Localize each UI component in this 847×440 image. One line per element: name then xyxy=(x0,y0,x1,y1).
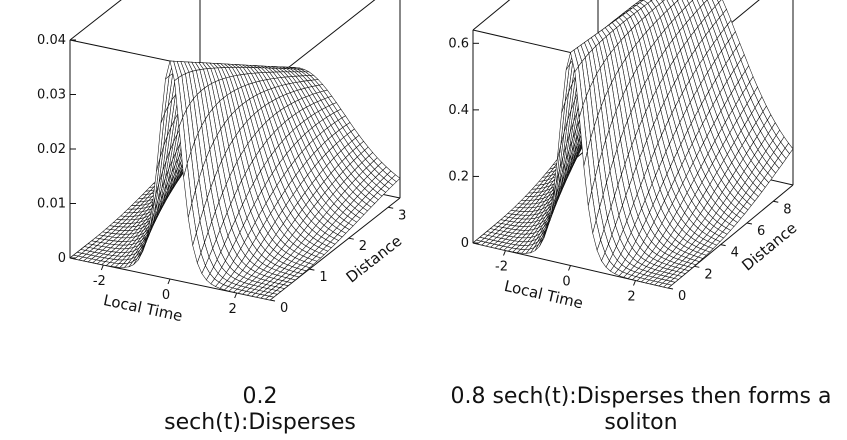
z-tick-label: 0.01 xyxy=(37,197,66,212)
y-tick-label: 2 xyxy=(359,239,367,254)
y-tick-label: 8 xyxy=(783,202,791,217)
z-tick-label: 0 xyxy=(58,251,66,266)
z-tick-label: 0 xyxy=(461,236,469,251)
x-tick-label: 2 xyxy=(627,290,635,305)
y-tick-label: 1 xyxy=(319,270,327,285)
z-tick-label: 0.04 xyxy=(37,33,66,48)
x-tick-label: 2 xyxy=(229,302,237,317)
y-tick-label: 0 xyxy=(280,301,288,316)
z-tick-label: 0.2 xyxy=(448,169,469,184)
x-axis-label: Local Time xyxy=(502,277,584,313)
x-tick-label: -2 xyxy=(495,260,508,275)
z-tick-label: 0.02 xyxy=(37,142,66,157)
x-tick-label: -2 xyxy=(93,274,106,289)
z-tick-label: 0.03 xyxy=(37,88,66,103)
x-tick-label: 0 xyxy=(562,275,570,290)
surface-mesh xyxy=(69,60,401,301)
y-tick-label: 2 xyxy=(704,267,712,282)
y-tick-label: 0 xyxy=(678,289,686,304)
x-axis-label: Local Time xyxy=(102,291,184,325)
caption-right: 0.8 sech(t):Disperses then forms a solit… xyxy=(450,384,832,435)
y-tick-label: 6 xyxy=(757,224,765,239)
z-tick-label: 0.4 xyxy=(448,103,469,118)
z-axis: 0 0.01 0.02 0.03 0.04 xyxy=(37,33,76,266)
surface-mesh xyxy=(472,0,794,289)
z-tick-label: 0.6 xyxy=(448,36,469,51)
y-tick-label: 3 xyxy=(398,208,406,223)
x-tick-label: 0 xyxy=(162,288,170,303)
z-axis: 0 0.2 0.4 0.6 xyxy=(448,36,479,251)
y-axis-label: Distance xyxy=(738,219,800,275)
caption-left: 0.2 sech(t):Disperses xyxy=(164,384,356,435)
y-axis-label: Distance xyxy=(343,232,406,287)
y-tick-label: 4 xyxy=(731,246,739,261)
